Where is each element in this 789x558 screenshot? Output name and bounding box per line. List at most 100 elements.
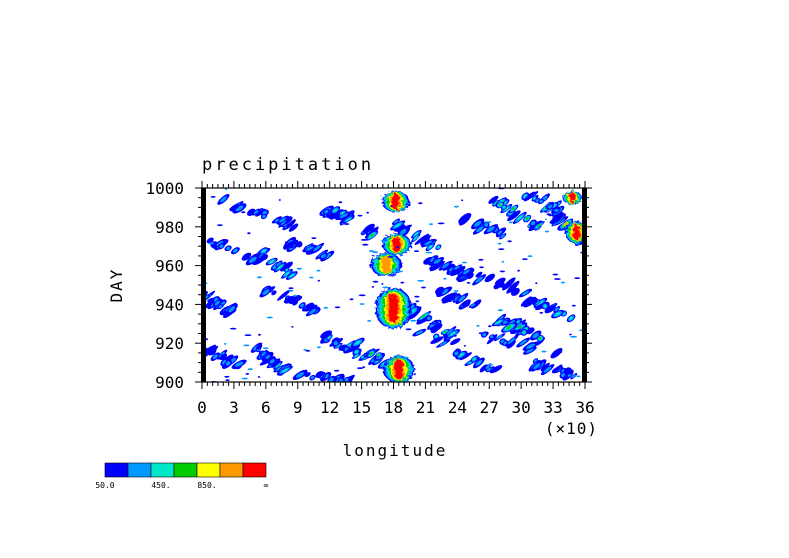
precip-speck — [382, 286, 389, 289]
precip-cell — [530, 221, 536, 226]
precip-speck — [429, 322, 436, 325]
precip-cell — [420, 235, 431, 246]
precip-cell — [504, 206, 509, 211]
precip-cell — [313, 245, 321, 252]
precip-speck — [428, 235, 432, 237]
precip-feature — [390, 218, 442, 252]
precip-speck — [499, 270, 505, 273]
precip-feature — [382, 355, 415, 382]
precip-speck — [544, 230, 550, 233]
precip-speck — [309, 276, 314, 279]
precip-cell — [261, 249, 266, 253]
precip-cell — [517, 326, 522, 329]
precip-speck — [257, 376, 261, 378]
precip-cell — [482, 332, 487, 337]
precip-cell — [567, 374, 571, 377]
precip-speck — [405, 328, 412, 331]
x-tick-label: 30 — [512, 398, 531, 417]
precip-speck — [311, 237, 317, 240]
precip-cell — [262, 214, 266, 219]
precip-cell — [289, 273, 295, 278]
precip-cell — [430, 336, 444, 344]
precip-cell — [543, 304, 547, 308]
precip-speck — [210, 196, 216, 198]
precip-speck — [553, 278, 561, 280]
precip-cell — [550, 348, 563, 359]
precip-speck — [507, 240, 512, 243]
precip-cell — [346, 217, 351, 222]
precip-speck — [349, 298, 354, 301]
precip-cell — [377, 353, 380, 356]
precip-cell — [470, 303, 476, 307]
precip-speck — [217, 224, 223, 227]
precip-speck — [210, 292, 213, 295]
precip-cell — [429, 260, 445, 272]
precip-cell — [433, 258, 442, 264]
precip-cell — [510, 287, 520, 296]
precip-speck — [546, 213, 551, 216]
precip-cell — [394, 223, 401, 228]
precip-speck — [361, 337, 364, 340]
precip-cell — [489, 365, 503, 374]
precip-speck — [462, 261, 467, 264]
precip-speck — [443, 277, 447, 280]
precip-cell — [475, 271, 483, 278]
precip-cell — [331, 212, 341, 219]
precip-cell — [235, 205, 244, 212]
precip-cell — [555, 312, 561, 316]
precip-speck — [366, 211, 370, 214]
precip-cell — [256, 344, 263, 350]
precip-cell — [229, 203, 240, 212]
precip-cell — [569, 316, 573, 320]
precip-speck — [554, 207, 561, 210]
precip-cell — [327, 336, 331, 339]
x-tick-label: 12 — [320, 398, 339, 417]
precip-speck — [574, 277, 581, 279]
precip-speck — [488, 325, 492, 328]
precip-speck — [453, 205, 459, 208]
x-tick-label: 0 — [197, 398, 207, 417]
y-tick-label: 1000 — [145, 179, 184, 198]
precip-cell — [428, 244, 433, 249]
precip-feature — [480, 331, 563, 359]
precip-speck — [404, 356, 409, 359]
precip-feature — [259, 285, 321, 317]
precip-cell — [265, 354, 271, 359]
y-axis-label: DAY — [107, 268, 126, 303]
precip-speck — [280, 225, 286, 228]
precip-feature — [370, 253, 402, 277]
precip-speck — [437, 222, 445, 225]
precip-cell — [415, 330, 424, 335]
precip-feature — [562, 190, 582, 205]
precip-speck — [362, 366, 366, 369]
colorbar-swatch — [150, 462, 175, 478]
colorbar-swatch — [242, 462, 267, 478]
precip-cell — [288, 223, 299, 232]
precip-speck — [317, 279, 320, 282]
precip-core — [381, 256, 391, 273]
y-tick-label: 940 — [155, 295, 184, 314]
precip-cell — [232, 248, 238, 253]
precip-cell — [225, 361, 231, 366]
colorbar: 50.0 450. 850. ∞ — [95, 462, 269, 490]
precip-cell — [502, 277, 516, 291]
precip-cell — [355, 340, 361, 345]
precip-cell — [526, 348, 534, 353]
precip-feature — [283, 236, 335, 262]
precip-cell — [320, 330, 333, 339]
precip-cell — [277, 289, 291, 301]
precip-speck — [484, 221, 492, 223]
precip-cell — [458, 213, 470, 224]
precip-speck — [497, 242, 502, 245]
precip-core — [392, 236, 401, 252]
precip-speck — [426, 251, 433, 254]
precip-speck — [224, 188, 228, 191]
precip-speck — [505, 319, 512, 322]
precip-speck — [381, 283, 384, 285]
precip-speck — [367, 320, 372, 322]
precip-cell — [354, 354, 359, 358]
precip-speck — [463, 344, 466, 347]
y-tick-label: 900 — [155, 373, 184, 392]
y-tick-label: 960 — [155, 257, 184, 276]
